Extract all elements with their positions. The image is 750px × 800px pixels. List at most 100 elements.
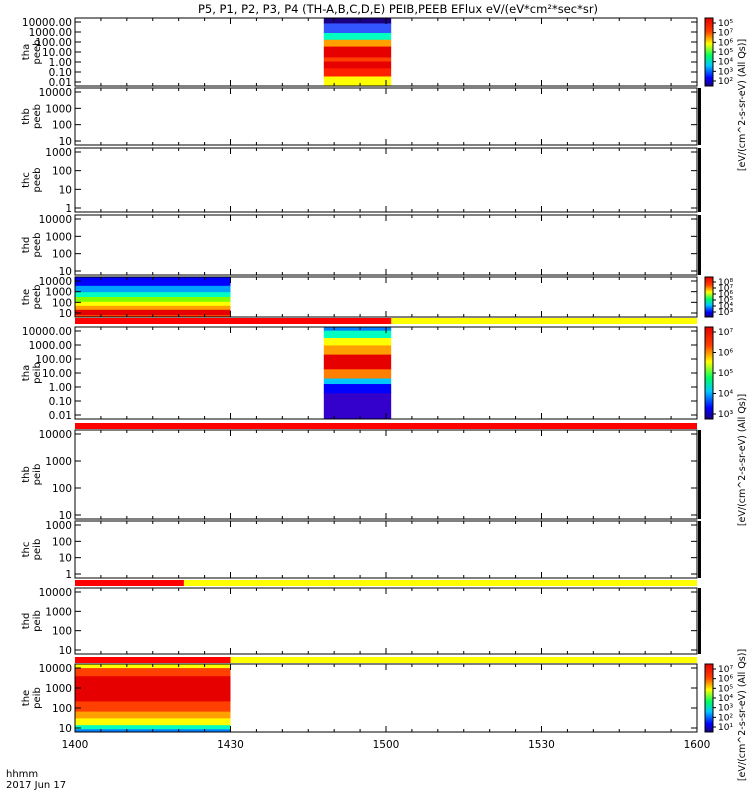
y-tick-label: 100 [52,483,72,495]
colorbar-label-top: [eV/(cm^2-s-sr-eV) (All Qs)] [737,39,748,171]
panel-the-peib: 10000 1000 100 10 the peib 10⁷10⁶10⁵10⁴10³10²1… [21,663,733,735]
y-tick-label: 10 [59,510,72,522]
y-tick-label: 1000.00 [29,340,72,352]
panel-frame [74,214,698,276]
panel-ylabel-probe: tha [21,44,32,60]
colorbar-edge [698,88,701,145]
colorbar-tick-label: 10³ [718,704,733,714]
colorbar-tick-label: 10⁷ [718,328,733,338]
y-tick-label: 1 [65,203,72,215]
colorbar-tick-label: 10³ [718,67,733,77]
y-tick-label: 10 [59,308,72,320]
colorbar [704,326,714,420]
spectrum-band [75,285,231,293]
spectrum-band [75,676,231,702]
colorbar-tick-label: 10⁶ [718,675,733,685]
spectrum-band [323,327,392,332]
colorbar-tick-label: 10⁷ [718,29,733,39]
panel-ylabel-probe: thd [21,613,32,630]
x-tick-label: 1400 [62,739,89,751]
colorbar-edge [698,430,701,519]
y-tick-label: 10000.00 [22,326,72,338]
status-bar-ok [75,580,697,586]
colorbar-tick-label: 10² [718,713,733,723]
spectrum-band [75,301,231,307]
status-bar-flag [75,580,184,586]
y-tick-label: 10.00 [42,368,72,380]
chart-title: P5, P1, P2, P3, P4 (TH-A,B,C,D,E) PEIB,P… [198,2,598,16]
status-bar-flag [75,657,231,663]
y-tick-label: 100.00 [35,354,72,366]
spectrum-band [75,309,231,316]
y-tick-label: 1000 [45,147,72,159]
panel-thc-peeb: 1000 100 10 1 thc peeb [21,147,701,215]
panel-ylabel-product: peib [32,464,43,486]
colorbar-label-bottom: [eV/(cm^2-s-sr-eV) (All Qs)] [737,649,748,781]
spectrum-band [323,354,392,370]
panel-ylabel-product: peeb [32,104,43,129]
spectrum-band [75,711,231,719]
panel-ylabel-product: peeb [32,233,43,258]
y-tick-label: 10000 [39,276,72,288]
y-tick-label: 10000 [39,587,72,599]
x-tick-label: 1600 [684,739,711,751]
time-axis: 1400 1430 1500 1530 1600 [62,739,711,751]
colorbar-tick-label: 10¹ [718,723,733,733]
panel-ylabel-product: peib [32,362,43,384]
spectrum-band [75,277,231,287]
colorbar-tick-label: 10⁴ [718,302,733,312]
y-tick-label: 1000 [45,103,72,115]
spectrum-band [323,32,392,41]
y-tick-label: 10000.00 [22,17,72,29]
panel-ylabel-probe: thc [21,172,32,188]
spectrum-band [323,39,392,48]
y-tick-label: 10000 [39,663,72,675]
spectrum-band [323,76,392,87]
status-bar-flag [75,318,392,324]
spectrum-band [323,345,392,356]
time-axis-date: 2017 Jun 17 [6,780,66,791]
colorbar-tick-label: 10² [718,77,733,87]
y-tick-label: 0.01 [49,410,72,422]
y-tick-label: 1000 [45,231,72,243]
spectrum-band [323,68,392,77]
colorbar-tick-label: 10⁷ [718,284,733,294]
y-tick-label: 1 [65,569,72,581]
y-tick-label: 100 [52,536,72,548]
colorbar [704,663,714,733]
panel-tha-peib: 10000.00 1000.00 100.00 10.00 1.00 0.10 0.01 th… [21,326,733,422]
colorbar [704,17,714,87]
y-tick-label: 0.10 [49,67,72,79]
y-tick-label: 0.10 [49,396,72,408]
panel-frame [74,587,698,655]
panel-ylabel-product: peib [32,687,43,709]
colorbar-tick-label: 10⁴ [718,390,733,400]
panel-thc-peib: 1000 100 10 1 thc peib [21,520,701,581]
y-tick-label: 0.01 [49,77,72,89]
panel-thb-peib: 10000 1000 100 10 thb peib [21,429,701,522]
colorbar-label-middle: [eV/(cm^2-s-sr-eV) (All Qs)] [737,394,748,526]
y-tick-label: 10.00 [42,47,72,59]
colorbar-tick-label: 10⁵ [718,369,733,379]
y-tick-label: 1.00 [49,57,72,69]
time-axis-unit: hhmm [6,769,38,780]
colorbar-tick-label: 10⁵ [718,19,733,29]
spectrum-band [323,18,392,24]
x-tick-label: 1530 [528,739,555,751]
y-tick-label: 100 [52,249,72,261]
panels-group: 10000.001000.00100.0010.001.000.100.01th… [21,17,733,735]
colorbar-tick-label: 10³ [718,410,733,420]
y-tick-label: 1000 [45,606,72,618]
panel-ylabel-probe: thd [21,237,32,254]
colorbar-edge [698,588,701,654]
panel-frame [74,429,698,520]
colorbar-tick-label: 10³ [718,308,733,318]
spectrum-band [75,305,231,311]
y-tick-label: 1000.00 [29,27,72,39]
spectrum-band [323,393,392,420]
spectrum-band [323,46,392,58]
spectrum-band [323,23,392,34]
y-tick-label: 1000 [45,520,72,532]
